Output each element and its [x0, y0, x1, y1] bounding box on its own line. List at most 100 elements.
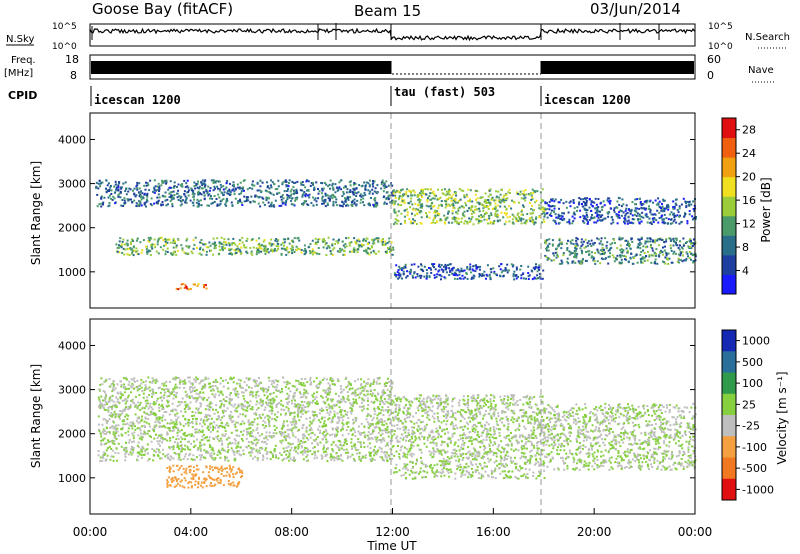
velocity-cell [125, 450, 128, 453]
power-cell [309, 184, 312, 187]
power-cell [486, 218, 488, 221]
velocity-cell [171, 391, 174, 394]
power-cell [558, 221, 561, 224]
power-cell [409, 268, 412, 271]
power-cell [225, 201, 228, 204]
power-cell [454, 199, 457, 202]
power-cell [543, 213, 546, 216]
power-cell [373, 205, 376, 208]
velocity-cell [324, 455, 327, 458]
velocity-cell [143, 389, 146, 392]
power-cell [397, 269, 400, 272]
power-cell [463, 196, 466, 199]
power-cell [470, 209, 473, 212]
power-cell [384, 240, 387, 243]
power-cell [534, 267, 537, 270]
velocity-cell [293, 459, 296, 462]
power-cell [578, 261, 581, 264]
velocity-cell [252, 395, 255, 398]
power-cell [585, 211, 588, 214]
power-cell [458, 188, 461, 191]
power-cell [619, 256, 622, 259]
power-cell [187, 194, 190, 197]
power-cell [654, 252, 657, 255]
velocity-cell [227, 459, 230, 462]
power-cell [264, 189, 267, 192]
velocity-cell [200, 439, 203, 441]
velocity-cell [211, 388, 214, 390]
power-cell [398, 272, 401, 275]
velocity-cell [286, 403, 289, 406]
velocity-cell [153, 437, 156, 440]
power-cell [574, 252, 577, 255]
power-cell [460, 220, 463, 223]
velocity-cell [218, 451, 221, 454]
velocity-cell [121, 434, 124, 437]
power-cell [194, 187, 197, 190]
power-cell [505, 194, 508, 197]
power-cell [102, 201, 105, 204]
power-cell [505, 220, 508, 223]
velocity-cell [313, 398, 316, 400]
power-cell [634, 213, 636, 216]
velocity-cell [295, 450, 298, 453]
power-cell [650, 213, 653, 216]
power-cell [352, 183, 355, 186]
power-cell [544, 241, 546, 244]
velocity-cell [141, 390, 144, 392]
power-cell [506, 212, 508, 215]
velocity-cell [231, 415, 234, 418]
velocity-cell [376, 399, 379, 402]
power-cell [619, 248, 622, 251]
power-cell [322, 240, 325, 243]
power-cell [331, 182, 334, 185]
velocity-cell [165, 388, 168, 390]
velocity-cell [149, 402, 152, 405]
velocity-cell [258, 413, 261, 416]
velocity-cell [209, 426, 212, 429]
velocity-cell [304, 384, 306, 387]
power-cell [678, 207, 681, 210]
power-cell [135, 250, 138, 253]
power-cell [306, 179, 309, 182]
velocity-cell [323, 377, 326, 380]
velocity-cell [226, 422, 229, 425]
power-cell [355, 249, 358, 252]
power-cell [530, 208, 533, 210]
velocity-cell [241, 413, 244, 416]
power-cell [444, 268, 447, 271]
power-cell [218, 241, 221, 244]
velocity-cell [162, 414, 165, 417]
power-cell [445, 190, 448, 193]
power-cell [459, 277, 462, 280]
velocity-cell [328, 407, 331, 410]
power-cell [267, 248, 269, 251]
velocity-cell [263, 409, 266, 411]
power-cell [415, 223, 418, 225]
velocity-cell [349, 402, 352, 405]
power-cell [195, 201, 198, 204]
velocity-cell [275, 406, 278, 408]
velocity-cell [360, 406, 363, 409]
power-cell [110, 189, 113, 192]
power-cell [642, 245, 645, 248]
velocity-cell [376, 420, 379, 423]
power-cell [530, 216, 533, 219]
velocity-cell [114, 451, 117, 454]
velocity-cell [158, 403, 161, 406]
power-cell [322, 202, 325, 205]
power-cell [214, 187, 216, 190]
nsky-tick-top: 10^5 [52, 22, 77, 32]
power-cell [641, 211, 644, 214]
nsearch-tick-bottom: 10^0 [708, 42, 733, 52]
velocity-cell [312, 395, 315, 398]
power-cell [658, 244, 661, 247]
velocity-cell [190, 382, 193, 385]
power-cell [117, 195, 120, 198]
power-cell [662, 246, 664, 249]
velocity-cell [194, 380, 197, 383]
velocity-cell [386, 409, 388, 412]
power-cell [298, 239, 301, 242]
velocity-cell [265, 425, 267, 428]
power-cell [345, 198, 347, 201]
